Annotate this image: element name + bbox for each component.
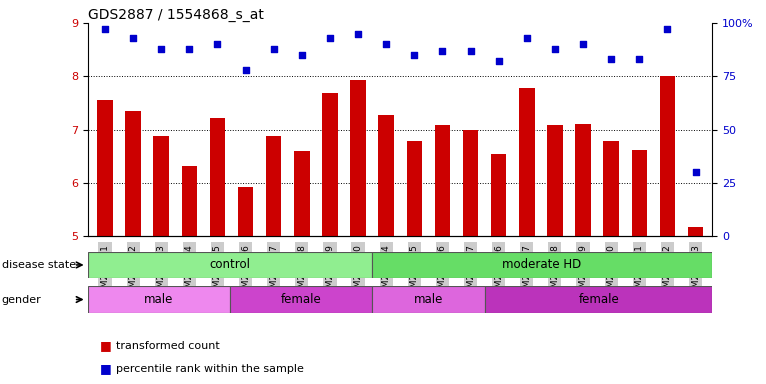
- Point: [127, 35, 139, 41]
- Text: disease state: disease state: [2, 260, 76, 270]
- Text: transformed count: transformed count: [116, 341, 220, 351]
- Text: ■: ■: [100, 339, 111, 352]
- Bar: [575, 124, 591, 236]
- Text: moderate HD: moderate HD: [502, 258, 581, 271]
- Point: [408, 52, 421, 58]
- Bar: [210, 118, 225, 236]
- Text: female: female: [280, 293, 321, 306]
- Point: [380, 41, 392, 47]
- Bar: [486, 286, 712, 313]
- Point: [521, 35, 533, 41]
- Point: [633, 56, 646, 62]
- Text: percentile rank within the sample: percentile rank within the sample: [116, 364, 304, 374]
- Bar: [182, 166, 197, 236]
- Point: [324, 35, 336, 41]
- Bar: [519, 88, 535, 236]
- Point: [352, 31, 364, 37]
- Bar: [434, 125, 450, 236]
- Bar: [688, 227, 703, 236]
- Text: gender: gender: [2, 295, 41, 305]
- Text: male: male: [144, 293, 174, 306]
- Point: [296, 52, 308, 58]
- Bar: [88, 252, 372, 278]
- Bar: [153, 136, 169, 236]
- Point: [493, 58, 505, 65]
- Bar: [604, 141, 619, 236]
- Text: ■: ■: [100, 362, 111, 375]
- Text: male: male: [414, 293, 444, 306]
- Point: [689, 169, 702, 175]
- Point: [183, 46, 195, 52]
- Bar: [266, 136, 281, 236]
- Point: [437, 48, 449, 54]
- Point: [548, 46, 561, 52]
- Point: [577, 41, 589, 47]
- Point: [605, 56, 617, 62]
- Text: control: control: [209, 258, 250, 271]
- Bar: [378, 115, 394, 236]
- Point: [661, 26, 673, 33]
- Point: [267, 46, 280, 52]
- Bar: [97, 100, 113, 236]
- Bar: [407, 141, 422, 236]
- Bar: [372, 286, 486, 313]
- Bar: [547, 125, 563, 236]
- Point: [155, 46, 167, 52]
- Bar: [237, 187, 254, 236]
- Point: [211, 41, 224, 47]
- Text: female: female: [578, 293, 619, 306]
- Bar: [463, 129, 478, 236]
- Bar: [294, 151, 309, 236]
- Bar: [350, 80, 366, 236]
- Text: GDS2887 / 1554868_s_at: GDS2887 / 1554868_s_at: [88, 8, 264, 22]
- Point: [464, 48, 476, 54]
- Bar: [372, 252, 712, 278]
- Bar: [322, 93, 338, 236]
- Point: [240, 67, 252, 73]
- Point: [99, 26, 111, 33]
- Bar: [88, 286, 230, 313]
- Bar: [126, 111, 141, 236]
- Bar: [631, 150, 647, 236]
- Bar: [491, 154, 506, 236]
- Bar: [230, 286, 372, 313]
- Bar: [660, 76, 675, 236]
